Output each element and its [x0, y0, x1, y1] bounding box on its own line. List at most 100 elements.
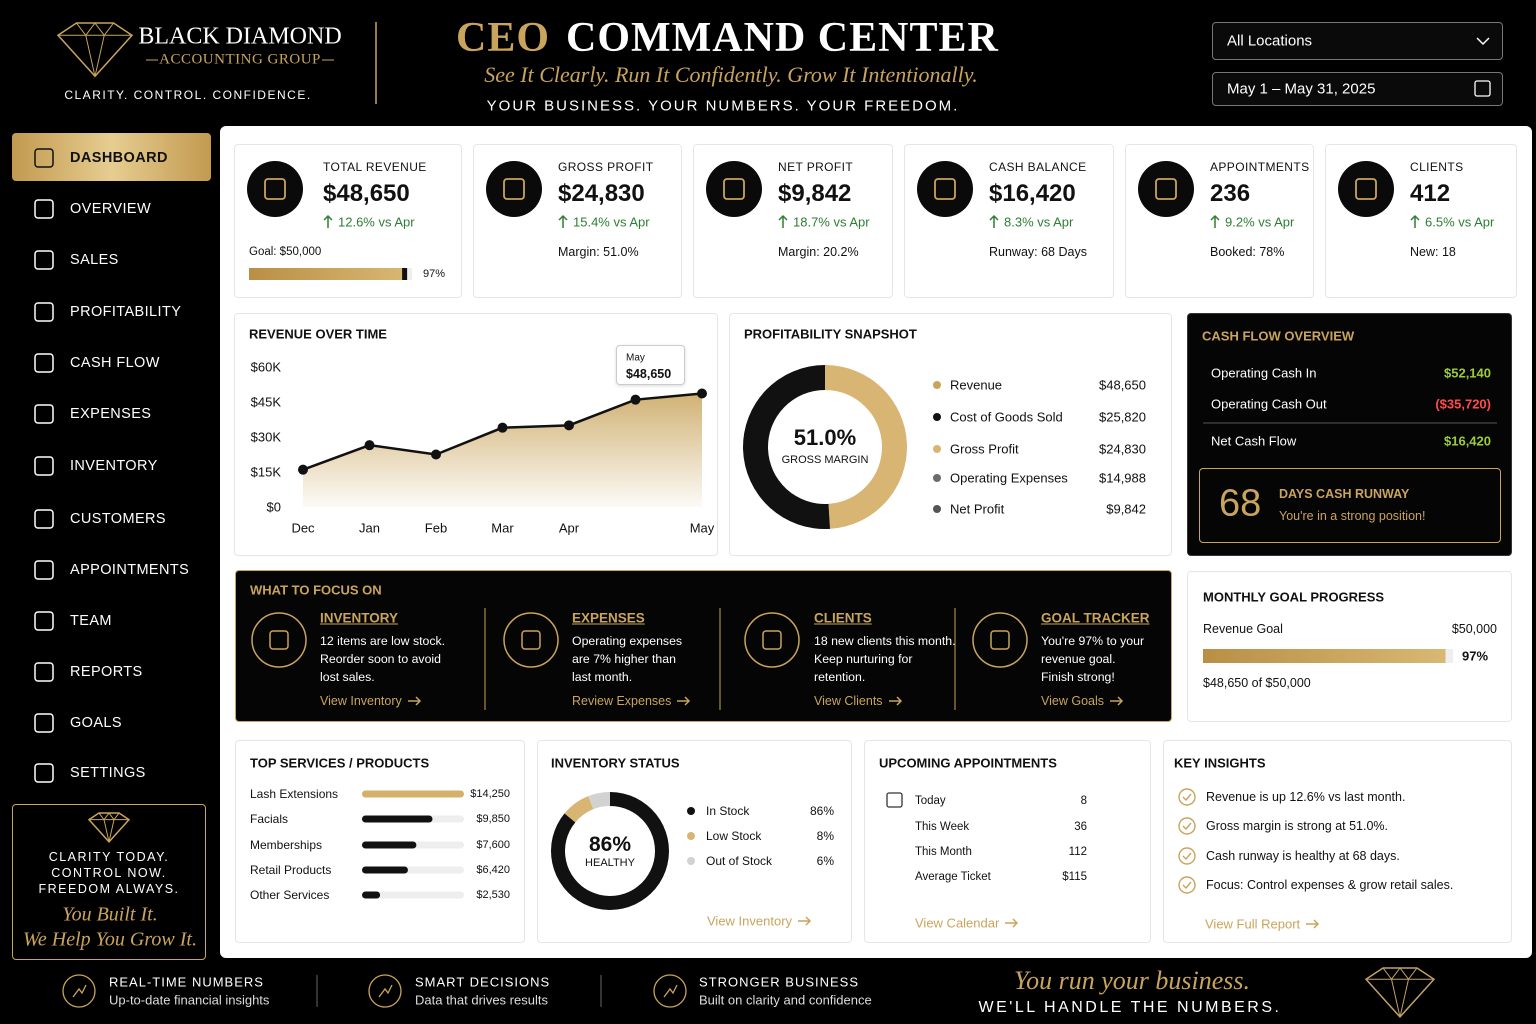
nav-item[interactable]: SETTINGS [70, 765, 146, 781]
x-tick-label: Apr [558, 520, 580, 536]
link-arrow [408, 696, 422, 706]
nav-item[interactable]: REPORTS [70, 664, 143, 680]
nav-item[interactable]: SALES [70, 252, 119, 268]
kpi-change: 6.5% vs Apr [1425, 214, 1495, 230]
goal-label: Revenue Goal [1203, 622, 1283, 636]
legend-label: Gross Profit [950, 441, 1019, 457]
link[interactable]: View Calendar [915, 915, 1000, 931]
nav-icon [34, 611, 54, 631]
location-value[interactable]: All Locations [1227, 32, 1313, 50]
check-icon [1178, 847, 1196, 865]
feature-text: Up-to-date financial insights [109, 992, 270, 1008]
tooltip [616, 345, 685, 385]
legend-dot [687, 832, 695, 840]
donut-segment [588, 792, 610, 810]
promo-line: CONTROL NOW. [51, 866, 167, 880]
focus-icon [503, 612, 559, 668]
focus-icon-glyph [269, 630, 289, 650]
legend-label: Net Profit [950, 501, 1005, 517]
link[interactable]: View Clients [814, 694, 883, 708]
legend-value: 8% [816, 829, 834, 843]
bar-label: Memberships [250, 838, 323, 852]
chart-title: REVENUE OVER TIME [249, 326, 387, 342]
nav-icon [34, 250, 54, 270]
kpi-value: $9,842 [778, 180, 852, 207]
legend-dot [933, 505, 941, 513]
location-select[interactable] [1212, 22, 1503, 60]
promo-line: CLARITY TODAY. [48, 850, 170, 864]
link[interactable]: Review Expenses [572, 694, 672, 708]
data-point [564, 420, 574, 431]
focus-title: CLIENTS [814, 610, 872, 626]
subtitle: YOUR BUSINESS. YOUR NUMBERS. YOUR FREEDO… [486, 97, 960, 115]
x-tick-label: Feb [424, 520, 448, 536]
date-value[interactable]: May 1 – May 31, 2025 [1227, 80, 1376, 98]
legend-value: $9,842 [1106, 501, 1146, 517]
goal-panel [1187, 571, 1512, 722]
bar-value: $6,420 [476, 864, 510, 876]
nav-item[interactable]: APPOINTMENTS [70, 562, 190, 578]
legend-label: Operating Expenses [950, 470, 1068, 486]
nav-item[interactable]: OVERVIEW [70, 201, 152, 217]
appointment-value: 112 [1068, 846, 1087, 858]
kpi-value: 412 [1410, 180, 1451, 207]
donut-center-label: HEALTHY [585, 857, 635, 869]
date-select[interactable] [1212, 72, 1503, 106]
up-arrow [989, 214, 999, 228]
diamond-icon [1364, 967, 1436, 1019]
nav-item[interactable]: CUSTOMERS [70, 511, 166, 527]
y-tick-label: $15K [250, 464, 281, 480]
nav-item[interactable]: CASH FLOW [70, 355, 160, 371]
link-arrow [1005, 918, 1019, 928]
check-mark [1182, 852, 1192, 861]
focus-text: retention. [814, 670, 866, 684]
nav-item[interactable]: INVENTORY [70, 458, 158, 474]
up-arrow [778, 214, 788, 228]
data-point [697, 388, 707, 399]
promo-script: You Built It. [62, 903, 158, 926]
title-accent: CEO [456, 15, 551, 61]
y-tick-label: $60K [250, 359, 281, 375]
appointment-label: Average Ticket [915, 871, 991, 883]
footer-tagline: WE'LL HANDLE THE NUMBERS. [978, 999, 1282, 1016]
focus-icon [972, 612, 1028, 668]
nav-item[interactable]: EXPENSES [70, 406, 152, 422]
up-arrow [323, 214, 333, 228]
link[interactable]: View Full Report [1205, 916, 1301, 932]
nav-icon [34, 148, 54, 168]
feature-icon-glyph [663, 984, 678, 998]
kpi-icon [486, 161, 542, 217]
focus-text: last month. [572, 670, 633, 684]
nav-icon [34, 199, 54, 219]
nav-item[interactable]: TEAM [70, 613, 112, 629]
link[interactable]: View Goals [1041, 694, 1104, 708]
feature-icon [368, 974, 402, 1008]
link[interactable]: View Inventory [320, 694, 402, 708]
data-point [431, 449, 441, 460]
nav-item[interactable]: GOALS [70, 715, 122, 731]
kpi-label: APPOINTMENTS [1210, 160, 1310, 174]
panel-title: MONTHLY GOAL PROGRESS [1203, 589, 1385, 605]
progress-cap [402, 268, 408, 280]
nav-item[interactable]: PROFITABILITY [70, 304, 182, 320]
kpi-value: 236 [1210, 180, 1251, 207]
up-arrow [1210, 214, 1220, 228]
kpi-note: Margin: 20.2% [778, 245, 859, 259]
appointment-value: 8 [1080, 795, 1087, 807]
link[interactable]: View Inventory [707, 913, 793, 929]
nav-item[interactable]: DASHBOARD [70, 150, 168, 166]
link-arrow [798, 916, 812, 926]
focus-title: GOAL TRACKER [1041, 610, 1150, 626]
legend-dot [687, 857, 695, 865]
appointment-label: This Week [915, 821, 970, 833]
kpi-icon-glyph [934, 178, 956, 200]
feature-text: Data that drives results [415, 992, 548, 1008]
calendar-icon [886, 792, 903, 808]
bar-label: Retail Products [250, 863, 332, 877]
focus-text: You're 97% to your [1041, 634, 1145, 648]
focus-text: Finish strong! [1041, 670, 1115, 684]
progress-fill [249, 268, 408, 280]
kpi-note: Margin: 51.0% [558, 245, 639, 259]
